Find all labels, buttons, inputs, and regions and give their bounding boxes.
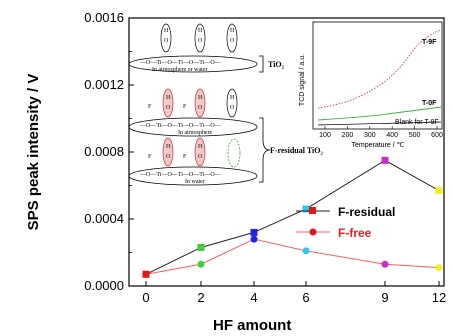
- atmosphere-chain: —O—Ti—O—Ti—O—Ti—O—: [139, 123, 222, 129]
- schematic: —O—Ti—O—Ti—O—Ti—O— In atmosphere or wate…: [128, 23, 323, 186]
- inset-label-t0f: T-0F: [422, 100, 437, 107]
- tio2-bracket: [259, 55, 264, 73]
- atmosphere-oh-3-o: O: [230, 105, 235, 111]
- water-oh-2-h: H: [198, 144, 203, 150]
- oh-3-o: O: [230, 38, 235, 44]
- inset-x-tick-label: 400: [386, 132, 398, 139]
- water-chain: —O—Ti—O—Ti—O—Ti—O—: [139, 172, 222, 178]
- legend: F-residual F-free: [296, 205, 395, 240]
- fresidual-label: F-residual TiO₂: [270, 146, 323, 155]
- oh-1-h: H: [164, 28, 169, 34]
- schematic-atmosphere: —O—Ti—O—Ti—O—Ti—O— In atmosphere F H O F…: [128, 88, 258, 137]
- inset-chart: TCD signal / a.u. 100 200 300 400 500 600 Tem…: [299, 21, 443, 149]
- x-tick-label: 0: [142, 290, 149, 305]
- x-tick-label: 9: [381, 290, 388, 305]
- y-tick-label: 0.0008: [84, 144, 124, 159]
- data-point-f-free: [197, 260, 205, 268]
- y-axis-title: SPS peak intensity / V: [25, 74, 42, 231]
- series-markers: [142, 156, 443, 278]
- fresidual-bracket: [259, 117, 271, 183]
- data-point-f-free: [435, 264, 443, 272]
- inset-xlabel: Temperature / ℃: [352, 142, 405, 149]
- inset-x-tick-label: 200: [342, 132, 354, 139]
- water-oh-2-o: O: [198, 154, 203, 160]
- inset-curve-t0f: [317, 106, 442, 121]
- tio2-caption: In atmosphere or water: [152, 67, 207, 73]
- y-tick-label: 0.0004: [84, 211, 124, 226]
- data-point-f-residual: [381, 156, 389, 164]
- data-point-f-residual: [250, 228, 258, 236]
- atmosphere-ellipse: [128, 117, 258, 137]
- x-tick-label: 6: [302, 290, 309, 305]
- atmosphere-oh-3: [226, 88, 238, 118]
- inset-x-tick-label: 300: [364, 132, 376, 139]
- x-tick-label: 4: [250, 290, 257, 305]
- y-tick-label: 0.0012: [84, 77, 124, 92]
- atmosphere-oh-2-o: O: [198, 105, 203, 111]
- data-point-f-free: [250, 235, 258, 243]
- oh-3-h: H: [230, 28, 235, 34]
- data-point-f-residual: [302, 205, 310, 213]
- inset-curve-blank: [317, 121, 442, 126]
- series-line-f-free: [145, 238, 440, 275]
- atmosphere-oh-2-h: H: [198, 95, 203, 101]
- inset-ylabel: TCD signal / a.u.: [299, 54, 306, 106]
- atmosphere-oh-1-h: H: [166, 95, 171, 101]
- atmosphere-f-1: F: [148, 104, 152, 110]
- oh-group-2: [194, 23, 206, 53]
- inset-x-tick-label: 100: [319, 132, 331, 139]
- y-tick-label: 0.0000: [84, 278, 124, 293]
- schematic-water: —O—Ti—O—Ti—O—Ti—O— In water F H O F H O: [128, 137, 258, 186]
- water-oh-dashed: [227, 138, 241, 168]
- atmosphere-oh-red-1: [162, 88, 174, 118]
- water-caption: In water: [185, 179, 205, 185]
- y-tick-label: 0.0016: [84, 10, 124, 25]
- oh-1-o: O: [164, 38, 169, 44]
- legend-label-f-residual: F-residual: [338, 205, 395, 219]
- x-axis-title: HF amount: [213, 317, 291, 334]
- atmosphere-caption: In atmosphere: [178, 130, 212, 136]
- legend-marker-f-residual: [309, 207, 316, 214]
- inset-frame: [312, 21, 443, 130]
- inset-x-tick-label: 600: [431, 132, 443, 139]
- inset-x-tick-label: 500: [409, 132, 421, 139]
- data-point-f-free: [381, 260, 389, 268]
- series-line-f-residual: [145, 159, 440, 275]
- x-axis: 0 2 4 6 9 12: [142, 281, 446, 305]
- water-f-2: F: [183, 154, 187, 160]
- tio2-label: TiO₂: [268, 60, 285, 69]
- atmosphere-oh-3-h: H: [230, 95, 235, 101]
- inset-label-t9f: T-9F: [422, 39, 437, 46]
- data-point-f-free: [302, 247, 310, 255]
- x-tick-label: 12: [432, 290, 446, 305]
- data-point-f-residual: [435, 187, 443, 195]
- inset-label-blank: Blank for T-9F: [395, 119, 439, 126]
- water-ellipse: [128, 166, 258, 186]
- y-axis: 0.0000 0.0004 0.0008 0.0012 0.0016: [84, 10, 134, 293]
- tio2-oh-groups: H O H O H O: [160, 23, 238, 53]
- oh-2-h: H: [198, 28, 203, 34]
- atmosphere-f-2: F: [183, 104, 187, 110]
- tio2-ellipse: [128, 55, 258, 73]
- data-point-f-residual: [197, 243, 205, 251]
- water-oh-1-o: O: [166, 154, 171, 160]
- oh-group-3: [226, 23, 238, 53]
- atmosphere-oh-1-o: O: [166, 105, 171, 111]
- tio2-chain: —O—Ti—O—Ti—O—Ti—O—: [139, 60, 222, 66]
- water-oh-red-2: [194, 137, 206, 167]
- x-tick-label: 2: [197, 290, 204, 305]
- water-oh-1-h: H: [166, 144, 171, 150]
- oh-group-1: [160, 23, 172, 53]
- legend-label-f-free: F-free: [338, 226, 372, 240]
- legend-marker-f-free: [309, 228, 317, 236]
- water-oh-red-1: [162, 137, 174, 167]
- oh-2-o: O: [198, 38, 203, 44]
- series-lines: [145, 159, 440, 275]
- atmosphere-oh-red-2: [194, 88, 206, 118]
- water-f-1: F: [148, 154, 152, 160]
- inset-x-axis: 100 200 300 400 500 600: [319, 126, 443, 139]
- data-point-f-free: [142, 270, 150, 278]
- schematic-tio2: —O—Ti—O—Ti—O—Ti—O— In atmosphere or wate…: [128, 23, 285, 73]
